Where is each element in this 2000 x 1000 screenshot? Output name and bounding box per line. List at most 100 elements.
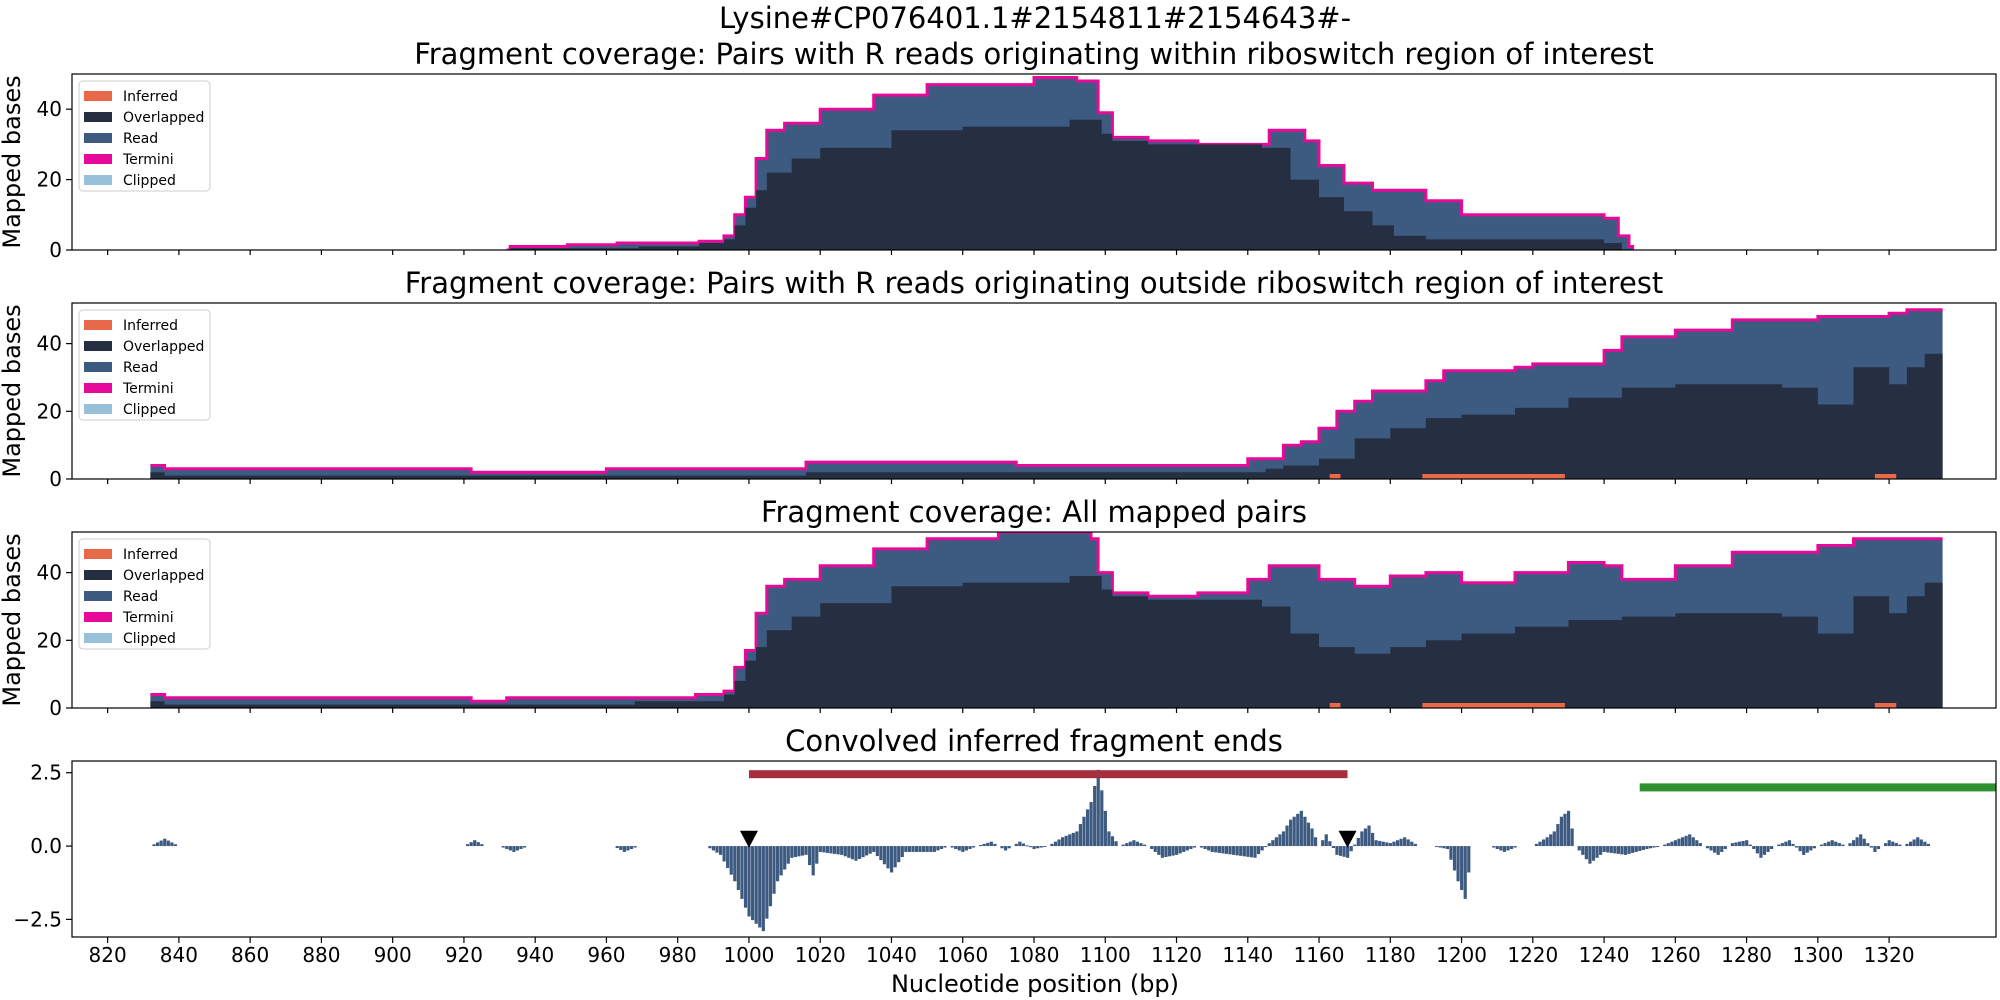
- x-tick-label: 1300: [1792, 943, 1843, 967]
- signal-bar: [1745, 840, 1749, 847]
- signal-bar: [875, 846, 879, 857]
- signal-bar: [1623, 846, 1628, 855]
- signal-bar: [1189, 846, 1193, 849]
- y-axis-label: Mapped bases: [0, 75, 26, 248]
- signal-bar: [964, 846, 969, 851]
- signal-bar: [1591, 846, 1596, 861]
- signal-bar: [1691, 837, 1695, 847]
- signal-bar: [775, 846, 780, 882]
- signal-bar: [1128, 841, 1132, 847]
- red-region-bar: [748, 770, 1348, 779]
- signal-bar: [1581, 846, 1585, 855]
- signal-bar: [861, 846, 865, 858]
- signal-bar: [857, 846, 862, 859]
- signal-bar: [519, 846, 523, 849]
- signal-bar: [1770, 846, 1774, 849]
- signal-bar: [989, 841, 993, 847]
- plot-area: [150, 532, 1943, 708]
- legend-swatch: [84, 633, 112, 643]
- x-tick-label: 880: [302, 943, 340, 967]
- signal-bar: [1321, 840, 1325, 847]
- signal-bar: [1723, 846, 1727, 849]
- y-axis-label: Mapped bases: [0, 304, 26, 477]
- signal-bar: [1891, 841, 1895, 847]
- signal-bar: [1207, 846, 1211, 851]
- legend-swatch: [84, 549, 112, 559]
- legend-swatch: [84, 154, 112, 164]
- signal-bar: [968, 846, 972, 849]
- signal-bar: [825, 846, 830, 853]
- signal-bar: [1182, 846, 1186, 852]
- signal-bar: [1164, 846, 1168, 858]
- signal-bar: [711, 846, 716, 851]
- signal-bar: [1000, 846, 1004, 849]
- legend-label: Termini: [122, 152, 174, 168]
- signal-bar: [1385, 842, 1389, 847]
- signal-bar: [1684, 835, 1688, 847]
- signal-bar: [1167, 846, 1172, 857]
- signal-bar: [1096, 769, 1100, 847]
- signal-bar: [1367, 825, 1371, 847]
- signal-bar: [1053, 841, 1058, 847]
- signal-bar: [904, 846, 908, 852]
- signal-bar: [1841, 844, 1845, 847]
- signal-bar: [469, 842, 473, 847]
- signal-bar: [1641, 846, 1645, 850]
- signal-bar: [633, 846, 637, 848]
- signal-bar: [1577, 846, 1581, 851]
- signal-bar: [1563, 813, 1567, 847]
- signal-bar: [1819, 844, 1824, 847]
- legend-swatch: [84, 404, 112, 414]
- signal-bar: [1399, 838, 1403, 847]
- signal-bar: [1851, 840, 1856, 847]
- triangle-marker: [1338, 830, 1357, 848]
- signal-bar: [1759, 846, 1763, 858]
- signal-bar: [800, 846, 805, 856]
- signal-bar: [1028, 846, 1033, 848]
- signal-bar: [1755, 846, 1759, 854]
- signal-bar: [152, 844, 156, 847]
- signal-bar: [1061, 837, 1065, 847]
- signal-bar: [1919, 839, 1923, 847]
- signal-bar: [1381, 841, 1385, 847]
- inferred-segment: [1329, 474, 1341, 479]
- signal-bar: [1784, 841, 1788, 847]
- signal-bar: [1705, 846, 1710, 849]
- signal-bar: [1306, 822, 1311, 847]
- x-tick-label: 840: [160, 943, 198, 967]
- signal-bar: [1716, 846, 1720, 855]
- signal-bar: [1534, 843, 1539, 847]
- signal-bar: [1271, 840, 1275, 847]
- signal-bar: [1495, 846, 1499, 849]
- signal-bar: [957, 846, 961, 851]
- signal-bar: [1078, 824, 1083, 847]
- axes-frame: [71, 73, 1997, 251]
- x-tick-label: 960: [587, 943, 625, 967]
- signal-bar: [1068, 834, 1072, 847]
- signal-bar: [979, 844, 983, 847]
- signal-bar: [1463, 846, 1467, 899]
- signal-bar: [939, 846, 944, 849]
- y-tick-label: 0: [49, 467, 62, 491]
- signal-bar: [522, 846, 527, 848]
- signal-bar: [159, 840, 163, 847]
- signal-bar: [1837, 843, 1841, 847]
- y-tick-label: 40: [37, 97, 62, 121]
- signal-bar: [1192, 846, 1197, 848]
- signal-bar: [1178, 846, 1182, 854]
- x-tick-label: 1040: [866, 943, 917, 967]
- signal-bar: [1125, 843, 1129, 847]
- signal-bar: [718, 846, 723, 855]
- signal-bar: [1713, 846, 1717, 853]
- signal-bar: [1157, 846, 1161, 855]
- signal-bar: [1442, 846, 1446, 849]
- y-tick-label: 2.5: [30, 761, 62, 785]
- signal-bar: [1082, 816, 1086, 847]
- signal-bar: [1492, 846, 1496, 848]
- signal-bar: [1395, 840, 1400, 847]
- x-tick-label: 1320: [1864, 943, 1915, 967]
- x-tick-label: 1160: [1294, 943, 1345, 967]
- signal-bar: [1695, 840, 1699, 847]
- signal-bar: [1132, 840, 1136, 847]
- axes-frame: [71, 302, 1997, 480]
